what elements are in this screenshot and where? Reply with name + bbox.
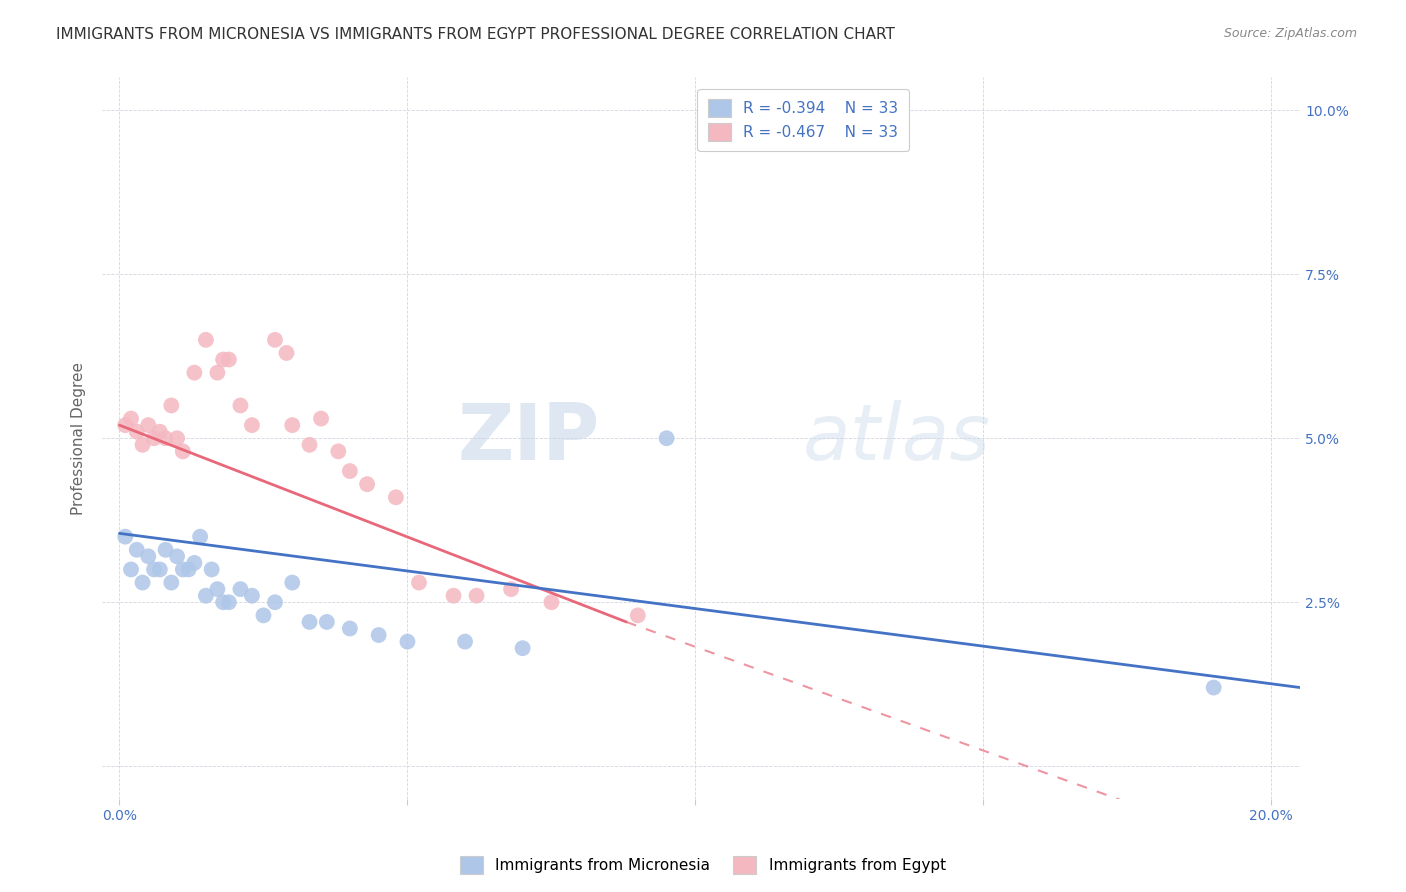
- Text: atlas: atlas: [803, 401, 991, 476]
- Point: [120, 411, 142, 425]
- Point: [540, 595, 562, 609]
- Point: [136, 418, 159, 433]
- Point: [143, 562, 166, 576]
- Y-axis label: Professional Degree: Professional Degree: [72, 362, 86, 515]
- Point: [454, 634, 477, 648]
- Point: [408, 575, 430, 590]
- Point: [465, 589, 488, 603]
- Text: IMMIGRANTS FROM MICRONESIA VS IMMIGRANTS FROM EGYPT PROFESSIONAL DEGREE CORRELAT: IMMIGRANTS FROM MICRONESIA VS IMMIGRANTS…: [56, 27, 896, 42]
- Point: [125, 425, 148, 439]
- Point: [264, 595, 287, 609]
- Point: [240, 418, 263, 433]
- Point: [281, 418, 304, 433]
- Point: [160, 399, 183, 413]
- Point: [207, 582, 229, 596]
- Point: [339, 464, 361, 478]
- Point: [166, 431, 188, 445]
- Point: [281, 575, 304, 590]
- Point: [443, 589, 465, 603]
- Point: [385, 491, 408, 505]
- Point: [149, 425, 172, 439]
- Point: [183, 366, 205, 380]
- Point: [627, 608, 650, 623]
- Point: [194, 589, 217, 603]
- Point: [252, 608, 274, 623]
- Point: [367, 628, 389, 642]
- Point: [120, 562, 142, 576]
- Point: [177, 562, 200, 576]
- Point: [155, 542, 177, 557]
- Point: [512, 641, 534, 656]
- Point: [188, 530, 211, 544]
- Point: [183, 556, 205, 570]
- Point: [1202, 681, 1225, 695]
- Point: [276, 346, 298, 360]
- Point: [212, 352, 235, 367]
- Point: [172, 562, 194, 576]
- Legend: R = -0.394    N = 33, R = -0.467    N = 33: R = -0.394 N = 33, R = -0.467 N = 33: [697, 88, 910, 152]
- Point: [143, 431, 166, 445]
- Point: [172, 444, 194, 458]
- Point: [229, 399, 252, 413]
- Point: [240, 589, 263, 603]
- Point: [298, 615, 321, 629]
- Point: [396, 634, 419, 648]
- Point: [201, 562, 224, 576]
- Point: [315, 615, 337, 629]
- Point: [218, 595, 240, 609]
- Point: [655, 431, 678, 445]
- Point: [149, 562, 172, 576]
- Point: [356, 477, 378, 491]
- Text: Source: ZipAtlas.com: Source: ZipAtlas.com: [1223, 27, 1357, 40]
- Point: [166, 549, 188, 564]
- Point: [160, 575, 183, 590]
- Point: [131, 438, 153, 452]
- Point: [136, 549, 159, 564]
- Point: [155, 431, 177, 445]
- Legend: Immigrants from Micronesia, Immigrants from Egypt: Immigrants from Micronesia, Immigrants f…: [454, 850, 952, 880]
- Point: [328, 444, 350, 458]
- Point: [229, 582, 252, 596]
- Point: [114, 418, 136, 433]
- Point: [309, 411, 332, 425]
- Point: [207, 366, 229, 380]
- Point: [125, 542, 148, 557]
- Point: [131, 575, 153, 590]
- Point: [339, 622, 361, 636]
- Point: [194, 333, 217, 347]
- Point: [218, 352, 240, 367]
- Point: [114, 530, 136, 544]
- Point: [264, 333, 287, 347]
- Point: [501, 582, 523, 596]
- Point: [298, 438, 321, 452]
- Text: ZIP: ZIP: [457, 401, 599, 476]
- Point: [212, 595, 235, 609]
